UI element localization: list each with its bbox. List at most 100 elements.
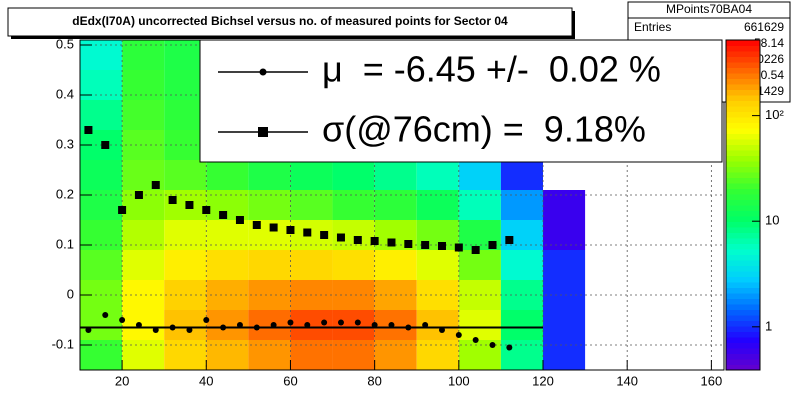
point [168, 196, 177, 204]
colorbar-segment [726, 144, 760, 151]
point [387, 238, 396, 247]
heatmap-cell [80, 160, 123, 190]
heatmap-cell [416, 280, 459, 310]
stats-value: 58.14 [754, 36, 784, 50]
y-tick-label: 0.1 [56, 236, 74, 251]
heatmap-cell [332, 160, 375, 190]
y-tick-label: 0.2 [56, 186, 74, 201]
point [118, 206, 127, 214]
heatmap-cell [416, 160, 459, 190]
point [421, 241, 430, 249]
point [304, 322, 311, 328]
colorbar-segment [726, 172, 760, 178]
colorbar-segment [726, 111, 760, 118]
point [84, 126, 93, 134]
point [185, 201, 194, 209]
heatmap-cell [500, 310, 544, 340]
heatmap-cell [374, 190, 417, 220]
heatmap-cell [416, 250, 459, 280]
point [219, 211, 228, 219]
heatmap-cell [290, 250, 333, 280]
heatmap-cell [416, 340, 459, 370]
heatmap-cell [500, 340, 544, 370]
heatmap-cell [206, 340, 249, 370]
colorbar-segment [726, 282, 760, 288]
heatmap-cell [458, 160, 501, 190]
colorbar-segment [726, 73, 760, 79]
colorbar-segment [726, 293, 760, 299]
heatmap-cell [248, 310, 291, 340]
stats-value: 661629 [744, 20, 784, 34]
point [203, 317, 210, 323]
heatmap-cell [80, 310, 123, 340]
heatmap-cell [500, 190, 544, 220]
colorbar: 1 10 10² [725, 39, 784, 371]
point [152, 327, 159, 333]
point [151, 181, 160, 189]
heatmap-cell [248, 280, 291, 310]
colorbar-segment [726, 227, 760, 233]
heatmap-cell [374, 250, 417, 280]
point [454, 243, 463, 252]
stats-value: 20.54 [754, 68, 784, 82]
colorbar-segment [726, 205, 760, 211]
point [337, 319, 344, 326]
colorbar-segment [726, 364, 760, 371]
y-tick-label: 0 [67, 286, 74, 301]
point [471, 246, 480, 254]
colorbar-segment [726, 161, 760, 167]
colorbar-segment [726, 337, 760, 343]
heatmap-cell [248, 190, 291, 220]
point [505, 236, 514, 244]
point [506, 344, 513, 351]
heatmap-cell [122, 340, 165, 370]
overlay [80, 40, 724, 370]
heatmap-cell [543, 220, 586, 250]
colorbar-segment [726, 194, 760, 200]
point [135, 322, 142, 328]
z-tick-label: 1 [765, 318, 772, 333]
colorbar-segment [726, 100, 760, 107]
heatmap-cell [290, 340, 333, 370]
point [336, 233, 345, 242]
point [270, 322, 277, 328]
heatmap-cell [543, 280, 586, 310]
colorbar-segment [726, 40, 760, 46]
legend-label: σ(@76cm) = 9.18% [322, 109, 646, 150]
heatmap-cell [164, 250, 207, 280]
heatmap-cell [332, 190, 375, 220]
colorbar-segment [726, 51, 760, 57]
colorbar-segment [726, 359, 760, 365]
colorbar-segment [726, 238, 760, 244]
point [202, 206, 211, 214]
point [321, 319, 328, 326]
stats-title: MPoints70BA04 [666, 2, 752, 16]
point [186, 327, 193, 333]
colorbar-segment [726, 139, 760, 145]
colorbar-segment [726, 304, 760, 310]
heatmap-cell [122, 310, 165, 340]
point [269, 223, 278, 232]
point [252, 221, 261, 229]
colorbar-segment [726, 95, 760, 101]
colorbar-segment [726, 315, 760, 321]
x-tick-label: 40 [199, 373, 213, 388]
colorbar-segment [726, 177, 760, 184]
x-tick-label: 60 [283, 373, 297, 388]
point [119, 317, 126, 323]
colorbar-segment [726, 309, 760, 316]
colorbar-frame [725, 39, 761, 371]
z-tick-label: 10² [765, 107, 784, 122]
heatmap-cell [332, 280, 375, 310]
colorbar-segment [726, 133, 760, 140]
heatmap-cell [458, 250, 501, 280]
colorbar-segment [726, 216, 760, 222]
heatmap-cell [80, 100, 123, 130]
point [422, 322, 429, 328]
heatmap-cell [248, 340, 291, 370]
point [472, 337, 479, 343]
heatmap-cell [80, 250, 123, 280]
heatmap-cell [248, 250, 291, 280]
x-tick-label: 20 [115, 373, 129, 388]
point [370, 237, 379, 245]
